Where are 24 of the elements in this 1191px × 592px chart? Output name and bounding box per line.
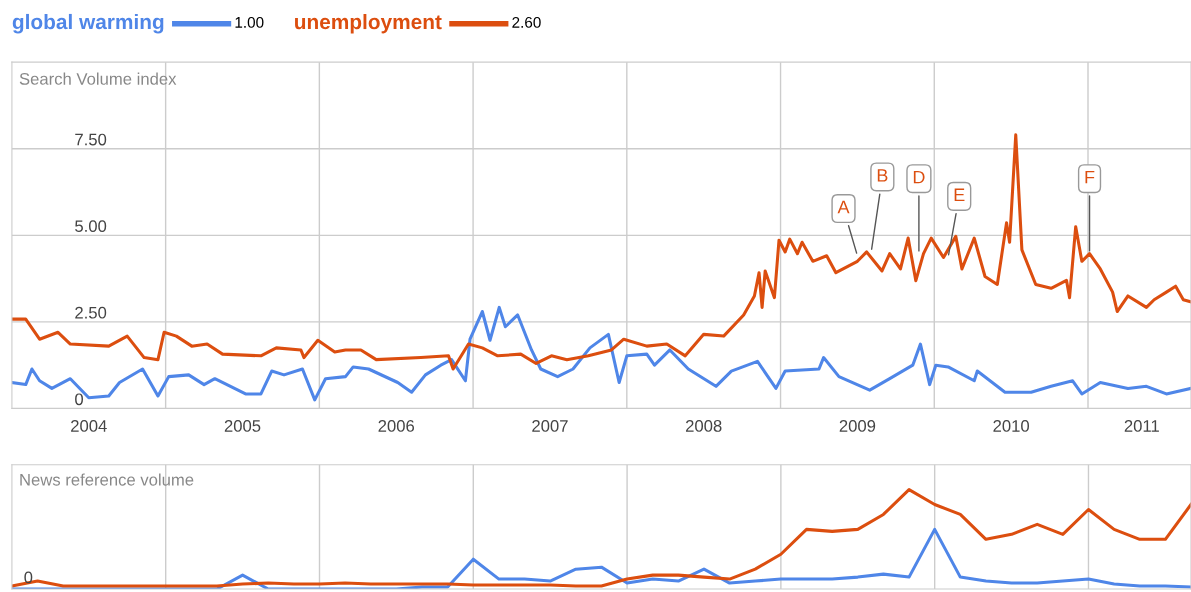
y-tick-label: 5.00 <box>75 220 107 233</box>
y-tick-label: 0 <box>75 393 84 406</box>
legend-label: unemployment <box>295 13 442 34</box>
x-tick-label: 2011 <box>1124 420 1159 432</box>
x-tick-label: 2005 <box>224 420 261 432</box>
annotation: E <box>954 188 965 202</box>
annotation: D <box>913 170 925 184</box>
annotation: B <box>877 169 888 182</box>
annotation: F <box>1085 170 1095 184</box>
text: 1.00 <box>235 16 264 28</box>
x-tick-label: 2006 <box>378 420 415 432</box>
x-tick-label: 2008 <box>685 420 722 432</box>
legend-label: global warming <box>12 13 164 34</box>
chart-title: Search Volume index <box>19 72 177 85</box>
chart-title: News reference volume <box>20 473 194 486</box>
x-tick-label: 2010 <box>993 420 1030 432</box>
annotation: A <box>837 200 850 214</box>
x-tick-label: 2004 <box>71 420 107 432</box>
y-tick-label: 7.50 <box>75 133 107 146</box>
y-tick-label: 2.50 <box>75 306 107 319</box>
x-tick-label: 2007 <box>532 420 568 432</box>
x-tick-label: 2009 <box>839 420 876 432</box>
text: 2.60 <box>512 16 541 28</box>
annotation: 0 <box>24 571 33 584</box>
